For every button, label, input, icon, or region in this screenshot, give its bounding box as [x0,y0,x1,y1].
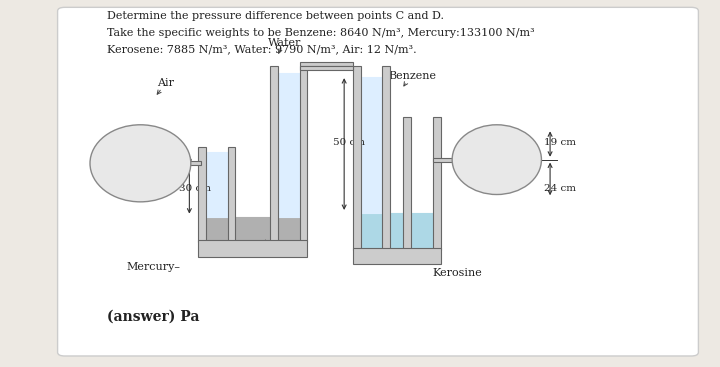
Text: 30 cm: 30 cm [179,184,210,193]
Bar [270,66,278,242]
Bar [278,73,300,217]
Text: (answer) Pa: (answer) Pa [107,310,199,324]
Bar [353,248,441,264]
Bar [198,240,307,257]
Text: Mercury–: Mercury– [126,262,180,272]
Bar [361,213,433,260]
Bar [198,147,206,242]
Bar [300,66,307,242]
Bar [353,66,361,250]
Ellipse shape [90,125,191,202]
Bar [382,66,390,250]
Bar [188,161,201,165]
Text: Benzene: Benzene [389,71,436,81]
Ellipse shape [452,125,541,195]
Text: D: D [473,145,483,158]
Bar [361,77,382,213]
Text: 50 cm: 50 cm [333,138,364,147]
Bar [403,117,411,250]
Text: Determine the pressure difference between points C and D.: Determine the pressure difference betwee… [107,11,444,21]
Bar [433,158,456,161]
Text: 19 cm: 19 cm [544,138,576,146]
Bar [433,117,441,250]
Text: Kerosine: Kerosine [432,268,482,278]
FancyBboxPatch shape [58,7,698,356]
Bar [228,147,235,242]
Text: Kerosene: 7885 N/m³, Water: 9790 N/m³, Air: 12 N/m³.: Kerosene: 7885 N/m³, Water: 9790 N/m³, A… [107,44,416,54]
Text: 18 cm: 18 cm [261,240,292,249]
Bar [300,66,353,70]
Text: Water: Water [268,38,301,48]
Bar [300,62,353,66]
Text: ↑3 cm: ↑3 cm [261,240,294,249]
Text: Air: Air [157,78,174,88]
Bar [206,152,228,217]
Text: Take the specific weights to be Benzene: 8640 N/m³, Mercury:133100 N/m³: Take the specific weights to be Benzene:… [107,28,534,37]
Bar [300,67,353,69]
Bar [206,217,300,253]
Text: 24 cm: 24 cm [544,184,576,193]
Text: C: C [103,150,113,163]
